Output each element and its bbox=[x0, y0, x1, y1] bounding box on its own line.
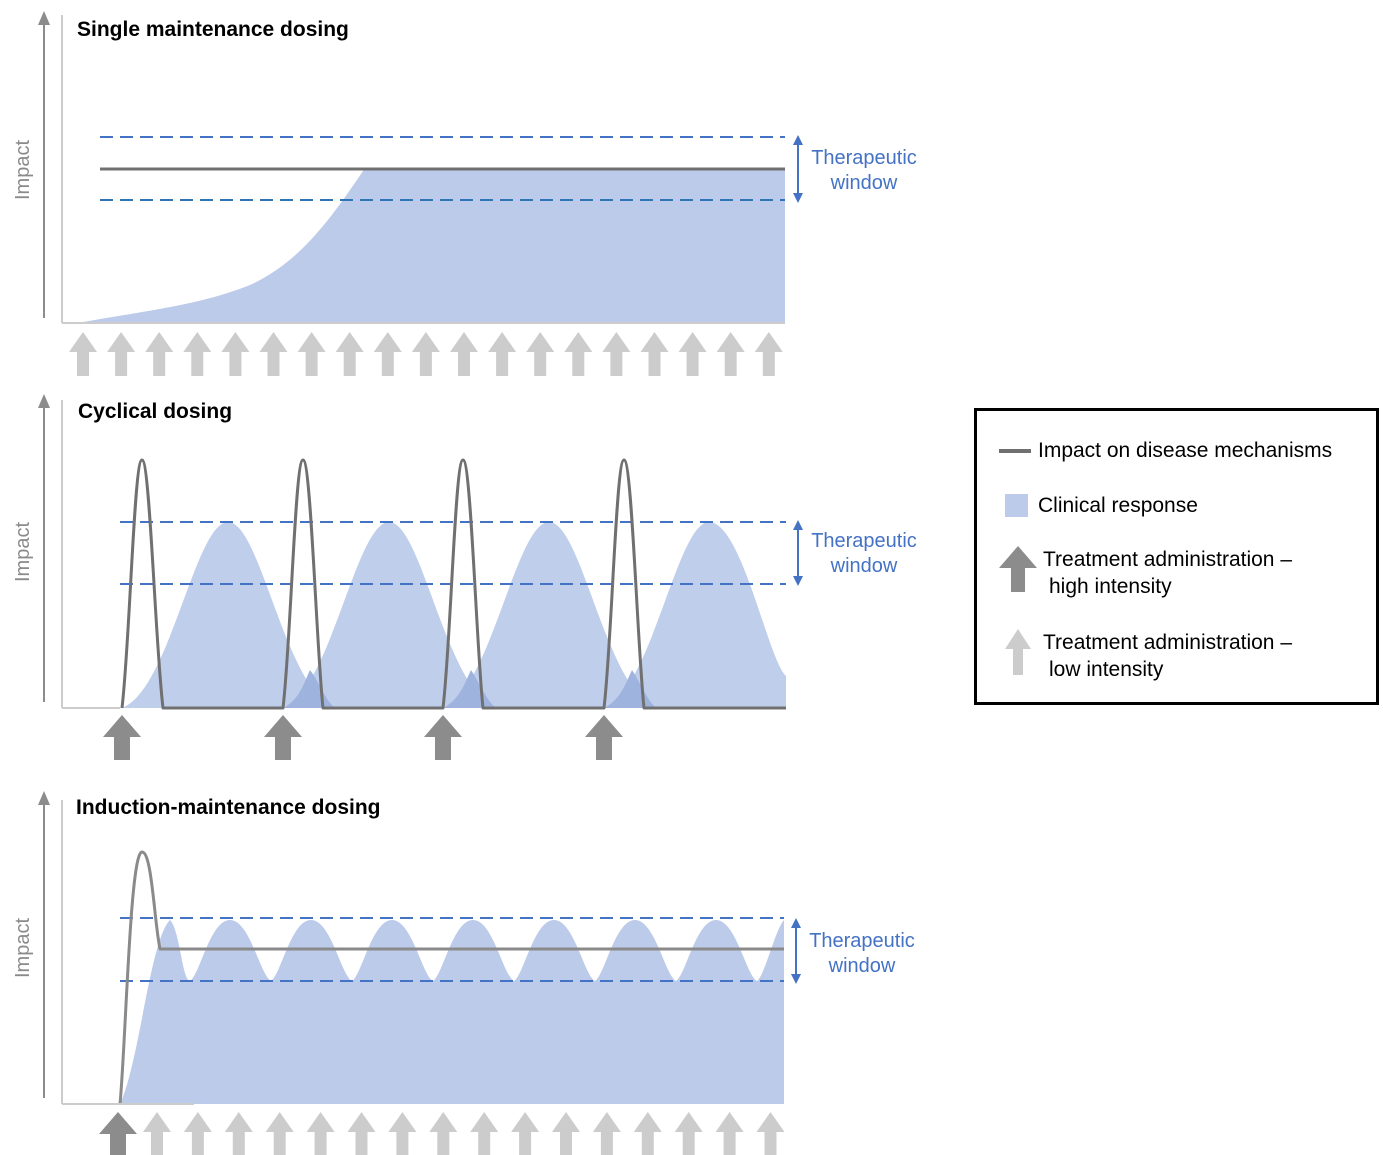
low-intensity-arrow-icon bbox=[678, 332, 707, 376]
clinical-response-area bbox=[283, 522, 496, 708]
panel-induction-maintenance: Impact Induction-maintenance dosing Ther… bbox=[12, 791, 915, 1155]
legend-label-line2: low intensity bbox=[1049, 658, 1164, 681]
legend-label-line2: high intensity bbox=[1049, 575, 1172, 598]
clinical-response-swatch bbox=[1005, 494, 1028, 517]
impact-axis-label: Impact bbox=[12, 918, 34, 978]
impact-axis-arrow-head bbox=[38, 11, 50, 25]
therapeutic-window-label: Therapeutic window bbox=[809, 930, 915, 977]
panel-title: Cyclical dosing bbox=[78, 400, 232, 423]
low-intensity-arrow-icon bbox=[224, 1112, 253, 1155]
bracket-arrow-down bbox=[793, 193, 803, 203]
panel-title: Single maintenance dosing bbox=[77, 18, 349, 41]
impact-line bbox=[118, 850, 784, 1105]
low-intensity-arrow-icon bbox=[526, 332, 555, 376]
clinical-response-area bbox=[78, 168, 785, 323]
low-intensity-arrow-icon bbox=[716, 332, 745, 376]
low-intensity-arrow-icon bbox=[259, 332, 288, 376]
legend: Impact on disease mechanisms Clinical re… bbox=[974, 408, 1379, 705]
low-intensity-arrow-icon bbox=[183, 332, 212, 376]
low-intensity-arrow-icon bbox=[1005, 629, 1031, 675]
bracket-arrow-up bbox=[791, 918, 801, 928]
low-intensity-arrow-icon bbox=[306, 1112, 335, 1155]
impact-axis-label: Impact bbox=[12, 522, 34, 582]
high-intensity-arrow-icon bbox=[585, 715, 623, 760]
impact-axis-arrow-head bbox=[38, 394, 50, 408]
bracket-arrow-down bbox=[791, 974, 801, 984]
dosing-arrows bbox=[69, 332, 783, 376]
legend-item-high-intensity: Treatment administration – high intensit… bbox=[999, 546, 1292, 600]
clinical-response-area bbox=[604, 522, 786, 708]
clinical-response-area bbox=[120, 920, 784, 1104]
bracket-arrow-down bbox=[793, 576, 803, 586]
therapeutic-window-label-line1: Therapeutic bbox=[811, 530, 917, 552]
impact-axis-arrow-head bbox=[38, 791, 50, 805]
legend-item-impact: Impact on disease mechanisms bbox=[999, 437, 1332, 464]
low-intensity-arrow-icon bbox=[347, 1112, 376, 1155]
high-intensity-arrow-icon bbox=[264, 715, 302, 760]
therapeutic-window-label-line1: Therapeutic bbox=[811, 147, 917, 169]
low-intensity-arrow-icon bbox=[388, 1112, 417, 1155]
low-intensity-arrow-icon bbox=[602, 332, 631, 376]
low-intensity-arrow-icon bbox=[429, 1112, 458, 1155]
legend-label: Impact on disease mechanisms bbox=[1038, 439, 1333, 462]
low-intensity-arrow-icon bbox=[640, 332, 669, 376]
low-intensity-arrow-icon bbox=[470, 1112, 499, 1155]
therapeutic-window-label-line1: Therapeutic bbox=[809, 930, 915, 952]
legend-label-line1: Treatment administration – bbox=[1043, 548, 1292, 571]
low-intensity-arrow-icon bbox=[511, 1112, 540, 1155]
low-intensity-arrow-icon bbox=[633, 1112, 662, 1155]
dosing-arrows bbox=[103, 715, 623, 760]
therapeutic-window-label-line2: window bbox=[830, 172, 898, 194]
therapeutic-window-label-line2: window bbox=[830, 555, 898, 577]
legend-label-line1: Treatment administration – bbox=[1043, 631, 1292, 654]
panel-single-maintenance: Impact Single maintenance dosing Therape… bbox=[12, 11, 917, 376]
high-intensity-arrow-icon bbox=[999, 546, 1037, 592]
low-intensity-arrow-icon bbox=[450, 332, 478, 376]
low-intensity-arrow-icon bbox=[265, 1112, 294, 1155]
panel-title: Induction-maintenance dosing bbox=[76, 796, 381, 819]
low-intensity-arrow-icon bbox=[756, 1112, 785, 1155]
low-intensity-arrow-icon bbox=[674, 1112, 703, 1155]
low-intensity-arrow-icon bbox=[552, 1112, 580, 1155]
impact-line bbox=[120, 458, 786, 710]
impact-axis-label: Impact bbox=[12, 140, 34, 200]
low-intensity-arrow-icon bbox=[107, 332, 136, 376]
therapeutic-window-label: Therapeutic window bbox=[811, 147, 917, 194]
therapeutic-window-label-line2: window bbox=[828, 955, 896, 977]
high-intensity-arrow-icon bbox=[99, 1112, 137, 1155]
high-intensity-arrow-icon bbox=[103, 715, 141, 760]
low-intensity-arrow-icon bbox=[373, 332, 402, 376]
legend-label: Clinical response bbox=[1038, 494, 1198, 517]
high-intensity-arrow-icon bbox=[424, 715, 462, 760]
impact-line-swatch bbox=[999, 449, 1031, 453]
low-intensity-arrow-icon bbox=[335, 332, 364, 376]
low-intensity-arrow-icon bbox=[411, 332, 440, 376]
bracket-arrow-up bbox=[793, 520, 803, 530]
bracket-arrow-up bbox=[793, 135, 803, 145]
legend-item-low-intensity: Treatment administration – low intensity bbox=[999, 629, 1292, 683]
low-intensity-arrow-icon bbox=[221, 332, 250, 376]
low-intensity-arrow-icon bbox=[183, 1112, 212, 1155]
therapeutic-window-label: Therapeutic window bbox=[811, 530, 917, 577]
legend-label: Treatment administration – low intensity bbox=[1043, 629, 1292, 683]
clinical-response-area bbox=[122, 522, 335, 708]
low-intensity-arrow-icon bbox=[715, 1112, 744, 1155]
low-intensity-arrow-icon bbox=[754, 332, 783, 376]
low-intensity-arrow-icon bbox=[69, 332, 97, 376]
low-intensity-arrow-icon bbox=[145, 332, 174, 376]
clinical-response-area bbox=[443, 522, 656, 708]
dosing-arrows bbox=[99, 1112, 785, 1155]
legend-item-clinical-response: Clinical response bbox=[999, 492, 1198, 519]
low-intensity-arrow-icon bbox=[592, 1112, 621, 1155]
low-intensity-arrow-icon bbox=[488, 332, 517, 376]
low-intensity-arrow-icon bbox=[297, 332, 326, 376]
panel-cyclical: Impact Cyclical dosing Therapeutic window bbox=[12, 394, 917, 760]
low-intensity-arrow-icon bbox=[564, 332, 593, 376]
legend-label: Treatment administration – high intensit… bbox=[1043, 546, 1292, 600]
low-intensity-arrow-icon bbox=[143, 1112, 171, 1155]
